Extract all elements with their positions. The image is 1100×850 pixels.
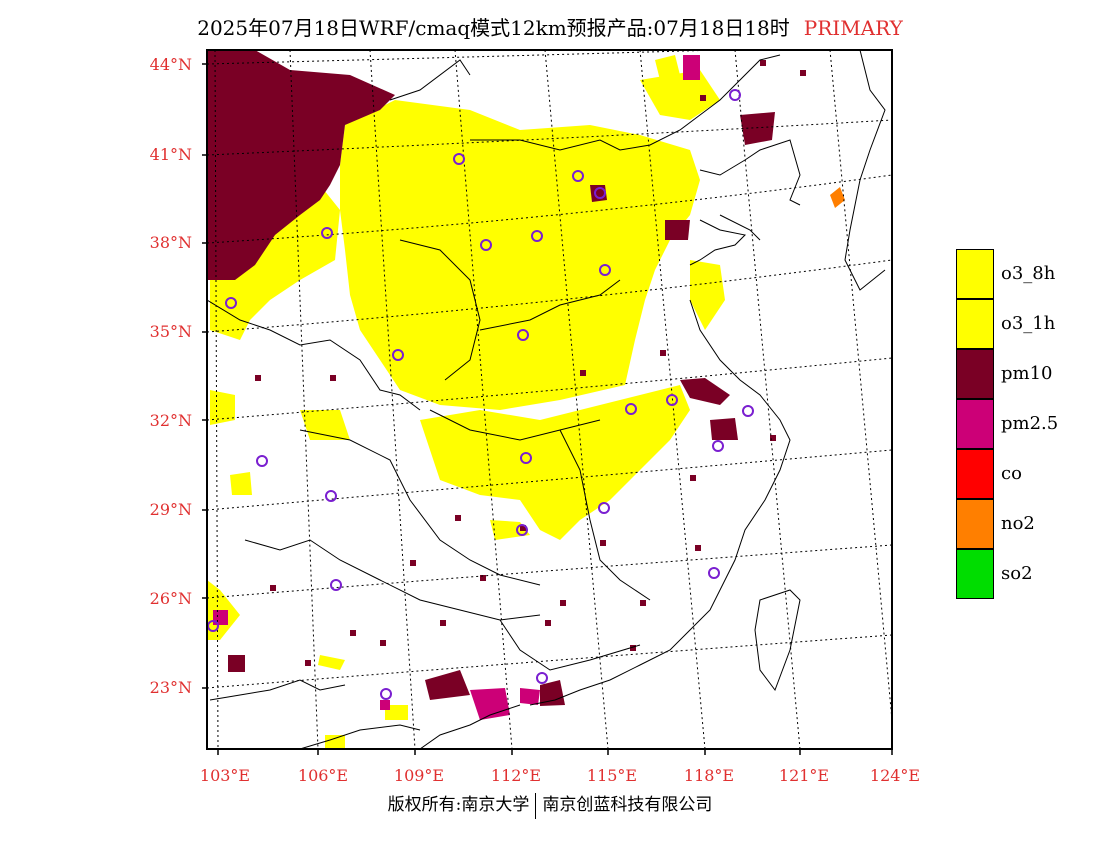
legend-swatch [956,449,994,499]
legend-label: o3_8h [1001,263,1056,284]
footer-left: 版权所有:南京大学 [387,795,530,815]
lon-label: 112°E [490,766,542,785]
no2-region [830,187,845,208]
legend-swatch [956,399,994,449]
lat-label: 38°N [149,233,192,252]
legend-label: co [1001,463,1022,484]
boundaries [207,50,886,749]
legend-item: so2 [956,549,1096,599]
legend-swatch [956,549,994,599]
lat-label: 26°N [149,589,192,608]
legend-swatch [956,349,994,399]
title-main: 2025年07月18日WRF/cmaq模式12km预报产品:07月18日18时 [197,16,790,40]
legend-item: pm10 [956,349,1096,399]
lat-label: 23°N [149,678,192,697]
lat-label: 35°N [149,322,192,341]
monitoring-sites [207,89,754,700]
legend-label: so2 [1001,563,1033,584]
lat-label: 29°N [149,500,192,519]
legend-label: no2 [1001,513,1035,534]
chart-title: 2025年07月18日WRF/cmaq模式12km预报产品:07月18日18时 P… [0,12,1100,41]
copyright-footer: 版权所有:南京大学 南京创蓝科技有限公司 [0,790,1100,819]
pm10-region [207,50,775,706]
legend-label: o3_1h [1001,313,1056,334]
lat-label: 41°N [149,145,192,164]
lat-label: 44°N [149,55,192,74]
legend-label: pm2.5 [1001,413,1059,434]
lon-label: 118°E [683,766,735,785]
legend-label: pm10 [1001,363,1053,384]
map-frame [206,49,893,750]
lon-label: 124°E [869,766,921,785]
legend-swatch [956,499,994,549]
lon-label: 121°E [778,766,830,785]
lat-label: 32°N [149,411,192,430]
legend-item: o3_1h [956,299,1096,349]
legend-item: pm2.5 [956,399,1096,449]
footer-separator [535,792,537,819]
legend-swatch [956,249,994,299]
legend-swatch [956,299,994,349]
footer-right: 南京创蓝科技有限公司 [542,795,713,815]
axis-ticks [202,63,893,755]
lon-label: 115°E [586,766,638,785]
legend-item: o3_8h [956,249,1096,299]
lon-label: 103°E [199,766,251,785]
legend-item: no2 [956,499,1096,549]
legend-item: co [956,449,1096,499]
lon-label: 106°E [297,766,349,785]
title-primary-tag: PRIMARY [803,16,903,40]
legend: o3_8h o3_1h pm10 pm2.5 co no2 so2 [956,249,1096,599]
pm10-dots [255,60,806,666]
lon-label: 109°E [393,766,445,785]
